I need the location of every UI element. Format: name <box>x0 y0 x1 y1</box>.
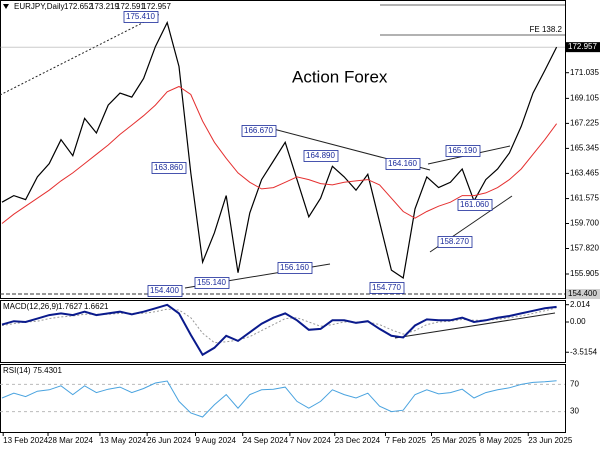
x-tick-label: 8 May 2025 <box>480 436 522 445</box>
price-annotation: 154.400 <box>150 286 179 295</box>
price-annotation-box <box>241 125 277 137</box>
price-annotation: 161.060 <box>460 200 489 209</box>
price-annotation-box <box>194 277 230 289</box>
x-tick-label: 23 Jun 2025 <box>528 436 573 445</box>
price-annotation-box <box>437 236 473 248</box>
macd-panel <box>0 300 566 363</box>
y-tick-label: 157.820 <box>570 244 599 253</box>
x-tick-label: 7 Nov 2024 <box>290 436 331 445</box>
price-annotation: 155.140 <box>197 278 226 287</box>
price-annotation: 165.190 <box>448 146 477 155</box>
price-annotation-box <box>457 199 493 211</box>
price-annotation-box <box>303 150 339 162</box>
menu-icon <box>3 4 9 9</box>
trend-line <box>0 13 161 96</box>
macd-main-value: 1.7627 <box>58 302 83 311</box>
y-tick-label: 163.465 <box>570 169 599 178</box>
x-tick-label: 28 Mar 2024 <box>48 436 93 445</box>
rsi-y-tick-label: 70 <box>570 380 579 389</box>
y-tick-label: 161.575 <box>570 194 599 203</box>
rsi-value: 75.4301 <box>33 366 62 375</box>
main-panel <box>0 0 566 299</box>
macd-y-tick-label: 0.00 <box>570 317 586 326</box>
price-annotation: 158.270 <box>440 237 469 246</box>
rsi-panel <box>0 364 566 433</box>
macd-main-line <box>1 303 557 357</box>
price-annotation-box <box>277 262 313 274</box>
price-annotation: 163.860 <box>154 163 183 172</box>
fe-label: FE 138.2 <box>530 25 563 34</box>
y-tick-label: 171.035 <box>570 68 599 77</box>
price-line-series <box>1 85 558 224</box>
y-tick-label: 169.105 <box>570 93 599 102</box>
x-tick-label: 25 Mar 2025 <box>431 436 476 445</box>
y-tick-label: 165.345 <box>570 144 599 153</box>
support-label: 154.400 <box>568 289 597 298</box>
macd-title: MACD(12,26,9) <box>3 302 59 311</box>
x-tick-label: 26 Jun 2024 <box>147 436 192 445</box>
support-box <box>566 289 600 300</box>
price-annotation: 164.890 <box>306 151 335 160</box>
rsi-title: RSI(14) <box>3 366 31 375</box>
price-annotation: 156.160 <box>280 263 309 272</box>
x-tick-label: 7 Feb 2025 <box>385 436 426 445</box>
y-tick-label: 167.225 <box>570 119 599 128</box>
x-tick-label: 13 May 2024 <box>100 436 147 445</box>
price-annotation-box <box>385 158 421 170</box>
ohlc-close: 172.957 <box>142 2 171 11</box>
price-line-series <box>1 20 558 280</box>
price-label: 172.957 <box>568 42 597 51</box>
price-annotation: 175.410 <box>126 12 155 21</box>
y-tick-label: 155.905 <box>570 269 599 278</box>
symbol: EURJPY,Daily <box>14 2 65 11</box>
price-annotation: 154.770 <box>372 283 401 292</box>
ohlc-high: 173.219 <box>90 2 119 11</box>
rsi-y-tick-label: 30 <box>570 407 579 416</box>
x-tick-label: 24 Sep 2024 <box>243 436 289 445</box>
price-box <box>566 42 600 53</box>
x-tick-label: 13 Feb 2024 <box>3 436 48 445</box>
ohlc-low: 172.591 <box>116 2 145 11</box>
x-tick-label: 23 Dec 2024 <box>335 436 381 445</box>
watermark: Action Forex <box>292 67 388 86</box>
x-tick-label: 9 Aug 2024 <box>196 436 237 445</box>
macd-signal-value: 1.6621 <box>84 302 109 311</box>
price-annotation-box <box>445 145 481 157</box>
macd-y-tick-label: 2.014 <box>570 300 591 309</box>
ohlc-open: 172.652 <box>64 2 93 11</box>
macd-trend-line <box>394 312 556 339</box>
y-tick-label: 159.700 <box>570 219 599 228</box>
price-annotation-box <box>369 282 405 294</box>
macd-y-tick-label: -3.5154 <box>570 347 598 356</box>
price-annotation-box <box>123 11 159 23</box>
price-annotation-box <box>151 162 187 174</box>
rsi-line <box>1 380 557 418</box>
price-annotation: 166.670 <box>244 126 273 135</box>
price-annotation-box <box>147 285 183 297</box>
price-annotation: 164.160 <box>388 159 417 168</box>
